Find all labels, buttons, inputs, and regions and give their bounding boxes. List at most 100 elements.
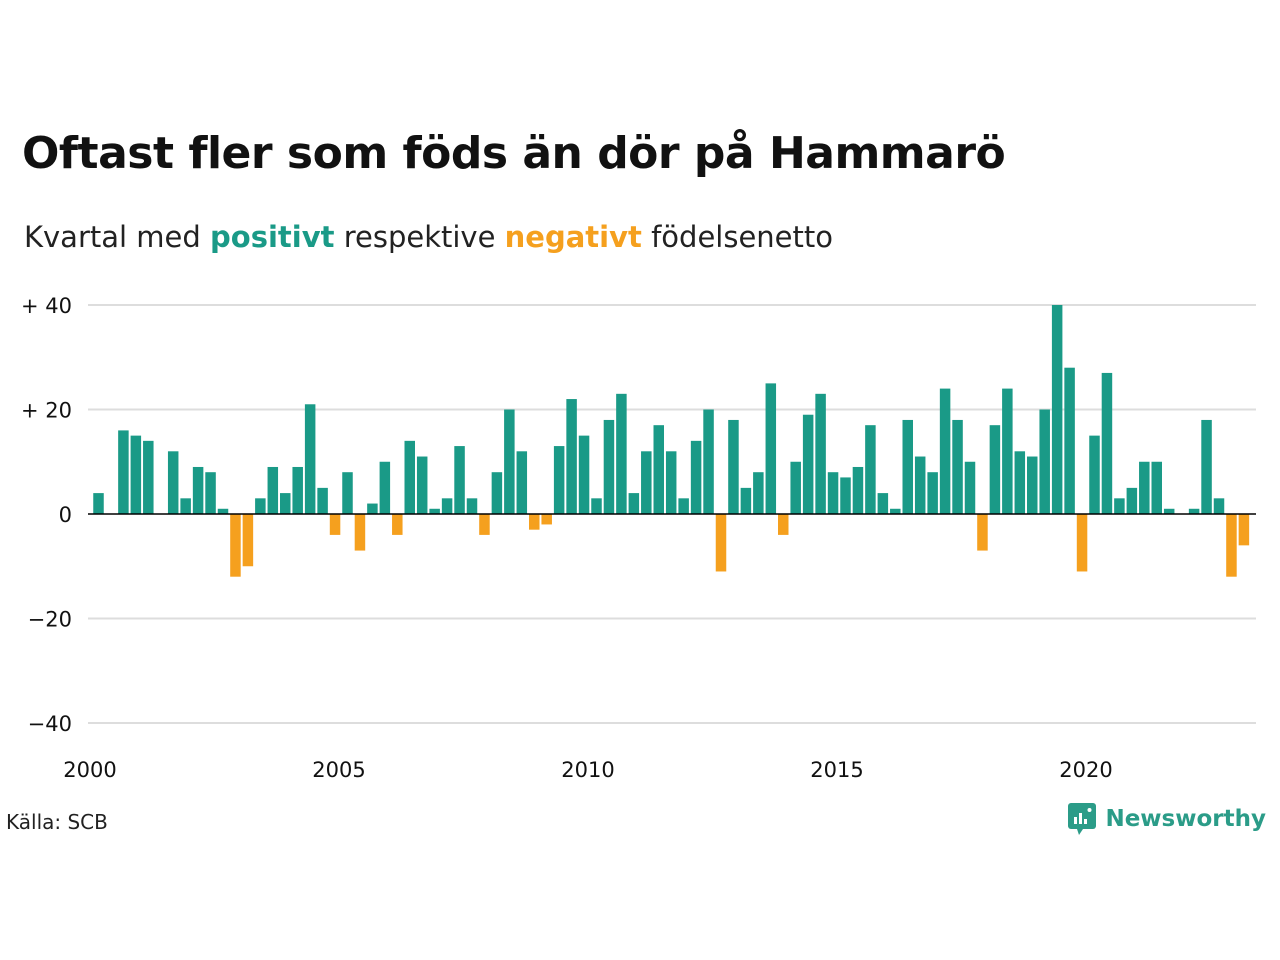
- bar-positive: [1039, 409, 1050, 514]
- bar-positive: [678, 498, 689, 514]
- bar-positive: [1163, 508, 1175, 514]
- bar-positive: [690, 440, 702, 514]
- bar-positive: [441, 498, 453, 514]
- bar-positive: [255, 498, 266, 514]
- bar-negative: [392, 514, 403, 535]
- bar-positive: [404, 440, 415, 514]
- bar-positive: [952, 419, 963, 514]
- bar-positive: [217, 508, 229, 514]
- bar-positive: [790, 461, 801, 514]
- bar-positive: [192, 466, 204, 514]
- bar-positive: [653, 425, 664, 514]
- chart-subtitle: Kvartal med positivt respektive negativt…: [24, 220, 833, 254]
- bar-positive: [852, 466, 864, 514]
- bar-negative: [541, 514, 552, 525]
- bar-positive: [1188, 508, 1200, 514]
- bar-positive: [1051, 305, 1063, 514]
- bar-positive: [578, 435, 590, 514]
- bar-positive: [466, 498, 478, 514]
- bar-positive: [840, 477, 851, 514]
- bar-positive: [317, 487, 328, 514]
- bar-negative: [1076, 514, 1088, 572]
- bar-positive: [553, 446, 565, 514]
- bar-positive: [292, 466, 303, 514]
- x-tick-label: 2005: [312, 758, 365, 782]
- source-note: Källa: SCB: [6, 810, 108, 834]
- bar-positive: [753, 472, 764, 514]
- bar-positive: [914, 456, 926, 514]
- bar-positive: [865, 425, 876, 514]
- y-tick-label: 0: [59, 503, 72, 527]
- y-tick-label: + 20: [21, 399, 72, 423]
- bar-positive: [180, 498, 191, 514]
- bar-positive: [491, 472, 503, 514]
- bar-positive: [130, 435, 142, 514]
- bar-positive: [1064, 367, 1075, 514]
- y-tick-label: + 40: [21, 294, 72, 318]
- bar-positive: [143, 440, 154, 514]
- bar-positive: [454, 446, 465, 514]
- bar-positive: [802, 414, 814, 514]
- bar-negative: [354, 514, 366, 551]
- x-tick-label: 2020: [1059, 758, 1112, 782]
- bar-positive: [703, 409, 714, 514]
- x-tick-label: 2010: [561, 758, 614, 782]
- bar-positive: [367, 503, 378, 514]
- bar-positive: [939, 388, 951, 514]
- bar-positive: [815, 393, 826, 514]
- bar-positive: [827, 472, 839, 514]
- y-tick-label: −20: [28, 608, 72, 632]
- bar-positive: [1126, 487, 1138, 514]
- bar-positive: [1139, 461, 1150, 514]
- bar-positive: [1151, 461, 1162, 514]
- bar-positive: [1201, 419, 1212, 514]
- bar-negative: [1238, 514, 1250, 546]
- bar-negative: [329, 514, 341, 535]
- bar-positive: [566, 399, 577, 514]
- bar-positive: [616, 393, 627, 514]
- bar-positive: [765, 383, 777, 514]
- bar-positive: [118, 430, 129, 514]
- bar-positive: [1027, 456, 1038, 514]
- bar-positive: [591, 498, 602, 514]
- bar-negative: [778, 514, 789, 535]
- bar-positive: [1089, 435, 1100, 514]
- bar-positive: [628, 493, 640, 514]
- bar-chart: + 40 + 20 0 −20 −40 2000 2005 2010 2015 2020: [21, 294, 1256, 782]
- bar-positive: [1002, 388, 1013, 514]
- bar-negative: [230, 514, 241, 577]
- bar-positive: [740, 487, 752, 514]
- bar-positive: [93, 493, 104, 514]
- subtitle-suffix: födelsenetto: [651, 220, 833, 254]
- brand: Newsworthy: [1067, 802, 1266, 836]
- page-title: Oftast fler som föds än dör på Hammarö: [22, 128, 1006, 179]
- brand-name: Newsworthy: [1105, 806, 1266, 832]
- newsworthy-logo-icon: [1068, 803, 1097, 835]
- bar-positive: [342, 472, 353, 514]
- bar-positive: [205, 472, 216, 514]
- subtitle-negative-word: negativt: [504, 220, 642, 254]
- y-tick-label: −40: [28, 712, 72, 736]
- bar-positive: [379, 461, 391, 514]
- bar-positive: [1014, 451, 1026, 514]
- bar-negative: [977, 514, 988, 551]
- bar-positive: [927, 472, 938, 514]
- bar-negative: [529, 514, 540, 530]
- bar-positive: [167, 451, 179, 514]
- bar-positive: [902, 419, 913, 514]
- bar-positive: [665, 451, 677, 514]
- bar-positive: [603, 419, 615, 514]
- bar-positive: [516, 451, 528, 514]
- x-tick-label: 2000: [63, 758, 116, 782]
- bar-positive: [504, 409, 515, 514]
- bar-negative: [479, 514, 490, 535]
- bar-positive: [641, 451, 652, 514]
- bar-positive: [304, 404, 316, 514]
- x-tick-label: 2015: [810, 758, 863, 782]
- bar-positive: [416, 456, 428, 514]
- bar-positive: [728, 419, 739, 514]
- bar-negative: [242, 514, 254, 567]
- bar-positive: [890, 508, 901, 514]
- bar-positive: [964, 461, 976, 514]
- bar-positive: [1101, 372, 1113, 514]
